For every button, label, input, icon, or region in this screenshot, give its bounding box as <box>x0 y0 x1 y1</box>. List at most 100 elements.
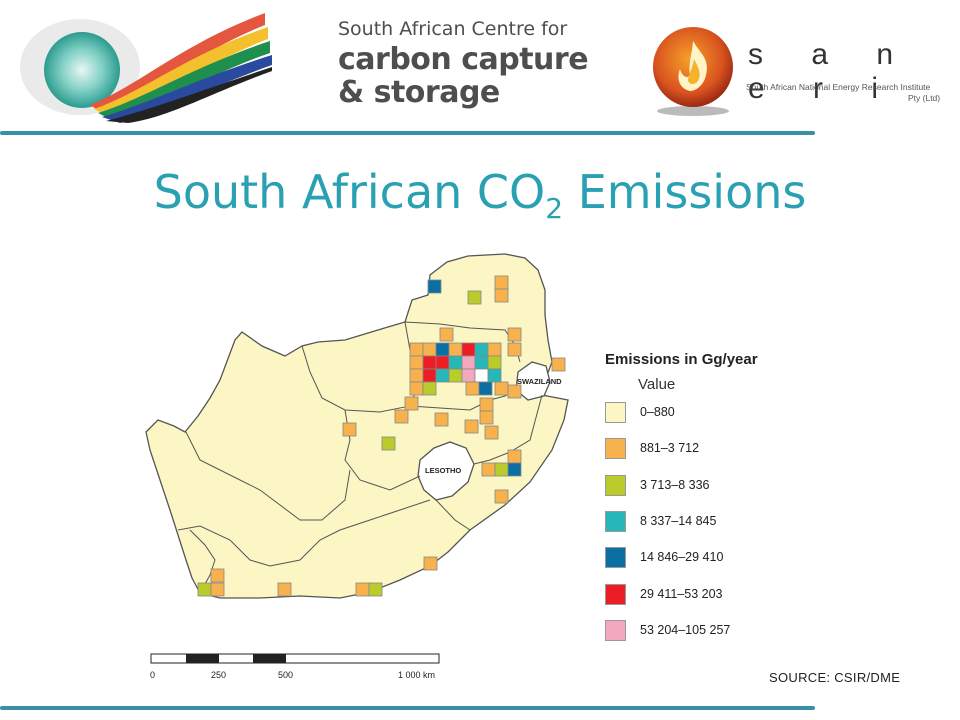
cell <box>434 412 449 427</box>
cell <box>461 342 476 357</box>
title-subscript: 2 <box>545 192 564 226</box>
cell <box>210 568 225 583</box>
south-africa-land <box>145 253 569 599</box>
sacccs-line-3: & storage <box>338 75 500 110</box>
legend-row: 8 337–14 845 <box>600 510 840 537</box>
legend-subtitle: Value <box>638 376 676 393</box>
scale-tick-0: 0 <box>150 670 155 680</box>
lesotho-area <box>417 441 475 501</box>
saneri-flame-logo <box>653 27 733 116</box>
sacccs-line-1: South African Centre for <box>338 18 568 40</box>
legend-label: 14 846–29 410 <box>640 550 724 565</box>
legend: Emissions in Gg/year Value 0–880 881–3 71… <box>600 345 840 645</box>
source-note: SOURCE: CSIR/DME <box>769 670 901 685</box>
cell <box>507 384 522 399</box>
cell <box>464 419 479 434</box>
cell <box>474 342 489 357</box>
legend-swatch <box>605 510 626 532</box>
saneri-wordmark: s a n e r i <box>748 38 914 105</box>
cell <box>465 381 480 396</box>
swaziland-label: SWAZILAND <box>517 377 562 386</box>
sacccs-logo-text: South African Centre for carbon capture … <box>338 18 589 110</box>
cell <box>487 368 502 383</box>
title-pre: South African CO <box>153 165 546 219</box>
cell <box>487 342 502 357</box>
title-post: Emissions <box>563 165 807 219</box>
header-divider <box>0 131 815 135</box>
scale-tick-250: 250 <box>211 670 226 680</box>
cell <box>507 342 522 357</box>
legend-row: 0–880 <box>600 402 840 428</box>
scale-tick-1000: 1 000 km <box>398 670 435 680</box>
legend-label: 29 411–53 203 <box>640 586 723 601</box>
cell <box>467 290 482 305</box>
cell <box>439 327 454 342</box>
sacccs-line-2: carbon capture <box>338 42 589 77</box>
cell <box>427 279 442 294</box>
cell <box>494 288 509 303</box>
cell <box>368 582 383 597</box>
cell <box>342 422 357 437</box>
cell <box>461 355 476 370</box>
cell <box>404 396 419 411</box>
cell <box>394 409 409 424</box>
cell <box>478 381 493 396</box>
emissions-map: SWAZILAND LESOTHO <box>145 253 569 599</box>
cell <box>479 397 494 412</box>
cell <box>409 368 424 383</box>
cell <box>210 582 225 597</box>
cell <box>435 355 450 370</box>
legend-swatch <box>605 474 626 496</box>
cell <box>494 489 509 504</box>
legend-row: 29 411–53 203 <box>600 583 840 610</box>
cell <box>409 355 424 370</box>
cell <box>474 355 489 370</box>
cell <box>494 275 509 290</box>
scale-tick-500: 500 <box>278 670 293 680</box>
cell <box>422 355 437 370</box>
legend-label: 53 204–105 257 <box>640 622 731 637</box>
cell <box>422 381 437 396</box>
cell <box>461 368 476 383</box>
legend-label: 881–3 712 <box>640 441 700 456</box>
cell <box>448 342 463 357</box>
scale-bar: 0 250 500 1 000 km <box>150 653 440 680</box>
saneri-subtitle: South African National Energy Research I… <box>746 82 931 92</box>
legend-swatch <box>605 583 626 605</box>
legend-row: 53 204–105 257 <box>600 619 840 646</box>
footer-divider <box>0 706 815 710</box>
cell <box>551 357 566 372</box>
legend-swatch <box>605 438 626 460</box>
cell <box>448 368 463 383</box>
legend-label: 8 337–14 845 <box>640 513 717 528</box>
cell <box>435 342 450 357</box>
legend-swatch <box>605 619 626 641</box>
cell <box>435 368 450 383</box>
cell <box>494 381 509 396</box>
cell <box>507 462 522 477</box>
cell <box>422 342 437 357</box>
legend-swatch <box>605 402 626 423</box>
cell <box>422 368 437 383</box>
legend-row: 881–3 712 <box>600 438 840 464</box>
legend-row: 14 846–29 410 <box>600 547 840 573</box>
cell <box>409 342 424 357</box>
cell <box>474 368 489 383</box>
cell <box>484 425 499 440</box>
cell <box>481 462 496 477</box>
legend-title: Emissions in Gg/year <box>605 351 758 368</box>
legend-label: 0–880 <box>640 405 675 419</box>
sacccs-swoosh-logo <box>20 13 272 123</box>
saneri-subtitle-2: Pty (Ltd) <box>908 93 941 103</box>
legend-label: 3 713–8 336 <box>640 477 710 492</box>
cell <box>448 355 463 370</box>
lesotho-label: LESOTHO <box>425 466 461 475</box>
cell <box>507 449 522 464</box>
legend-swatch <box>605 547 626 569</box>
cell <box>507 327 522 342</box>
emission-cells <box>197 275 566 597</box>
cell <box>409 381 424 396</box>
cell <box>479 410 494 425</box>
cell <box>277 582 292 597</box>
cell <box>423 556 438 571</box>
